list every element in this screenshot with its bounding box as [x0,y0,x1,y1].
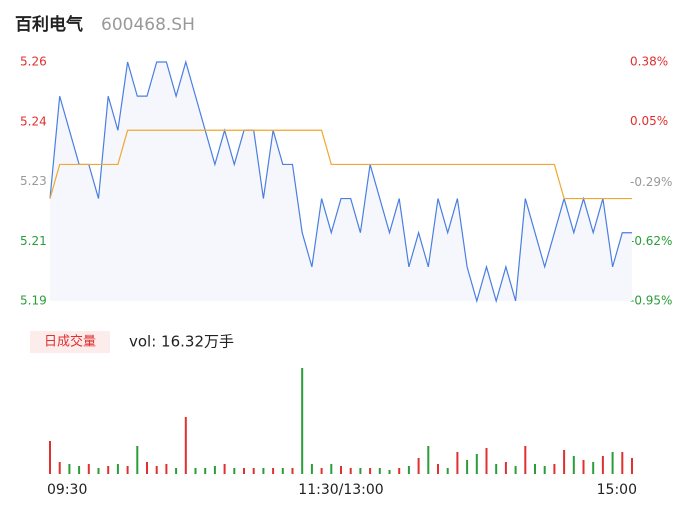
volume-text: vol: 16.32万手 [129,333,234,351]
volume-bar [543,466,546,474]
volume-bar [213,466,216,474]
volume-bar [514,466,517,474]
volume-bar [427,446,430,474]
price-line [49,129,632,200]
volume-bar [485,448,488,474]
volume-bar [194,468,197,474]
volume-bar [388,470,391,474]
volume-bar [301,368,304,474]
volume-bar [184,417,187,474]
volume-bar [466,460,469,474]
y2-tick-label: -0.95% [630,294,672,308]
volume-bar [107,466,110,474]
volume-bar [310,464,313,474]
y-tick-label: 5.23 [20,174,47,188]
x-tick-label: 11:30/13:00 [298,482,383,498]
volume-bar [330,464,333,474]
y2-tick-label: -0.62% [630,234,672,248]
volume-bar [534,464,536,474]
volume-bar [146,462,148,474]
volume-bar [281,468,284,474]
volume-bar [611,452,614,474]
y2-tick-label: 0.38% [630,55,668,69]
volume-bar [563,450,566,474]
volume-bar [175,468,178,474]
volume-bar [340,466,342,474]
volume-bar [58,462,61,474]
volume-bar [349,468,352,474]
volume-bar [204,468,207,474]
volume-bar [417,458,420,474]
volume-bar [223,464,226,474]
x-tick-label: 15:00 [597,482,637,498]
x-tick-label: 09:30 [47,482,87,498]
chart-title: 百利电气 [15,14,83,35]
volume-bar [126,466,129,474]
y2-tick-label: 0.05% [630,114,668,128]
volume-bar [369,468,372,474]
volume-bar [291,468,294,474]
volume-bar [553,464,556,474]
volume-bar [136,446,139,474]
volume-bar [446,468,449,474]
volume-bar [272,468,275,474]
volume-bar [320,468,323,474]
chart-subtitle: 600468.SH [101,15,195,35]
volume-bar [155,466,158,474]
volume-bar [378,468,381,474]
volume-bar [252,468,255,474]
volume-bar [78,466,81,474]
volume-bar [116,464,119,474]
volume-bar [87,464,90,474]
volume-bar [582,460,585,474]
volume-bar [243,468,245,474]
volume-bar [68,464,71,474]
price-area [50,62,632,301]
volume-bar [398,468,401,474]
volume-bar [572,456,575,474]
volume-bar [233,468,236,474]
volume-bar [495,464,498,474]
volume-bar [437,464,439,474]
volume-bar [97,468,100,474]
y-tick-label: 5.19 [20,294,47,308]
volume-bar [407,466,410,474]
y2-tick-label: -0.29% [630,175,672,189]
volume-bar [592,462,595,474]
volume-bar [504,462,507,474]
volume-bar [165,464,168,474]
volume-bar [456,452,459,474]
y-tick-label: 5.26 [20,55,47,69]
volume-bar [631,458,633,474]
volume-bar [475,454,478,474]
volume-bar [601,456,604,474]
legend-box [30,331,110,353]
y-tick-label: 5.24 [20,114,47,128]
volume-bar [49,441,51,474]
volume-bar [621,452,624,474]
volume-bar [262,468,265,474]
volume-bar [524,446,527,474]
price-line [49,59,632,304]
legend-label: 日成交量 [44,334,96,350]
y-tick-label: 5.21 [20,234,47,248]
volume-bar [359,468,362,474]
